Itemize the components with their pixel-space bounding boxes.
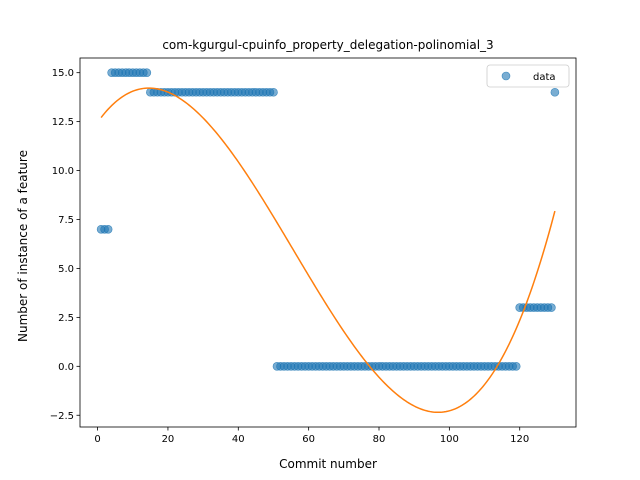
axes: 0 20 40 60 80 100 120 −2.5 0.0 2.5 5.0 7.5 10.0 12.5 1… <box>50 57 577 445</box>
x-tick-label: 0 <box>94 434 100 445</box>
y-tick-label: 5.0 <box>58 264 74 275</box>
legend-marker <box>501 71 511 81</box>
y-tick-label: 10.0 <box>52 166 74 177</box>
y-tick-label: 2.5 <box>58 313 74 324</box>
fit-line <box>100 87 556 414</box>
x-axis-label: Commit number <box>279 457 377 471</box>
chart-title: com-kgurgul-cpuinfo_property_delegation-… <box>162 38 493 52</box>
y-tick-label: 0.0 <box>58 362 74 373</box>
data-point <box>550 87 560 97</box>
legend-label: data <box>533 72 556 83</box>
y-axis-label: Number of instance of a feature <box>16 150 30 342</box>
y-tick-label: 15.0 <box>52 68 74 79</box>
axes-frame <box>79 57 577 428</box>
x-tick-label: 100 <box>440 434 459 445</box>
legend-box <box>486 64 570 88</box>
data-point <box>511 362 521 371</box>
x-tick-label: 80 <box>373 434 386 445</box>
data-point <box>547 303 556 312</box>
x-tick-label: 60 <box>302 434 315 445</box>
legend: data <box>486 64 570 88</box>
plot-area <box>96 68 560 414</box>
data-point <box>269 87 278 97</box>
y-tick-label: 12.5 <box>52 117 74 128</box>
x-tick-label: 40 <box>232 434 245 445</box>
x-tick-label: 120 <box>510 434 529 445</box>
y-tick-label: 7.5 <box>58 215 74 226</box>
y-tick-label: −2.5 <box>50 411 74 422</box>
data-point <box>103 224 113 234</box>
x-tick-label: 20 <box>162 434 175 445</box>
data-point <box>142 68 152 77</box>
